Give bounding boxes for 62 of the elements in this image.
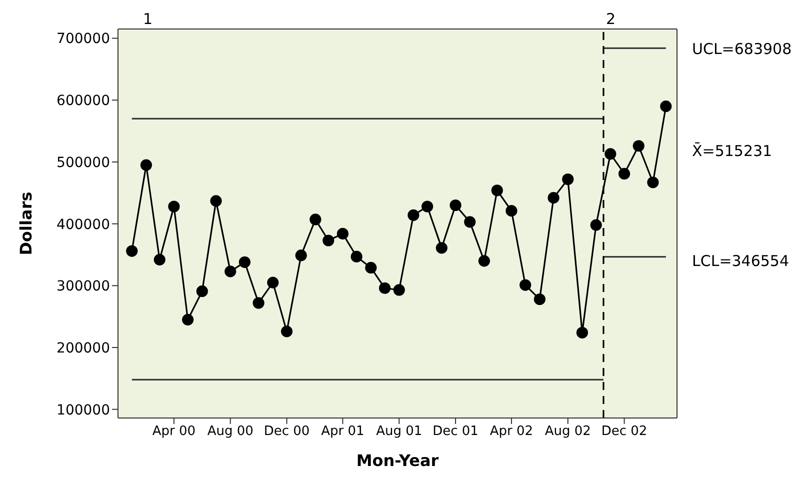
text: UCL=683908 — [692, 40, 792, 58]
point — [210, 195, 222, 207]
x-tick-label: Apr 02 — [490, 424, 534, 440]
y-tick-label: 500000 — [56, 154, 110, 171]
point — [520, 279, 532, 291]
x-tick-label: Aug 00 — [207, 424, 254, 440]
text: 2 — [606, 10, 616, 28]
point — [140, 159, 152, 171]
point — [604, 148, 616, 160]
x-tick-label: Aug 02 — [544, 424, 591, 440]
point — [196, 285, 208, 298]
point — [393, 284, 405, 296]
text: LCL=346554 — [692, 252, 790, 270]
point — [576, 326, 588, 338]
text: X̄=515231 — [692, 142, 772, 160]
y-tick-label: 600000 — [56, 93, 110, 110]
point — [252, 297, 264, 309]
point — [350, 250, 362, 262]
point — [618, 168, 630, 180]
x-tick-label: Apr 01 — [321, 424, 364, 440]
point — [168, 200, 180, 212]
point — [378, 282, 391, 294]
y-tick-label: 100000 — [56, 402, 110, 418]
point — [506, 205, 518, 217]
point — [238, 256, 250, 268]
text: 1 — [143, 10, 153, 28]
point — [422, 200, 434, 212]
x-tick-label: Apr 00 — [152, 424, 196, 440]
point — [590, 219, 602, 231]
y-tick-label: 400000 — [56, 216, 110, 233]
point — [548, 192, 560, 204]
point — [322, 234, 334, 246]
point — [478, 255, 490, 267]
point — [224, 266, 236, 278]
y-tick-label: 700000 — [56, 31, 110, 48]
point — [267, 276, 279, 288]
point — [280, 326, 293, 338]
x-tick-label: Dec 02 — [601, 424, 648, 440]
point — [491, 184, 503, 196]
point — [365, 262, 377, 274]
y-tick-label: 200000 — [56, 340, 110, 356]
point — [182, 314, 194, 326]
x-axis-title: Mon-Year — [356, 451, 439, 470]
point — [534, 293, 546, 306]
point — [126, 245, 138, 257]
point — [647, 176, 659, 188]
point — [436, 242, 448, 254]
point — [562, 173, 574, 186]
point — [336, 228, 349, 240]
y-axis-title: Dollars — [16, 192, 36, 256]
x-tick-label: Dec 00 — [264, 424, 310, 440]
y-tick-label: 300000 — [56, 278, 110, 295]
point — [632, 140, 644, 152]
point — [660, 100, 672, 112]
x-tick-label: Dec 01 — [432, 424, 478, 440]
point — [450, 199, 462, 212]
point — [310, 214, 322, 226]
x-tick-label: Aug 01 — [376, 424, 422, 440]
point — [154, 254, 166, 266]
point — [295, 250, 307, 262]
point — [464, 216, 476, 228]
point — [408, 209, 420, 221]
